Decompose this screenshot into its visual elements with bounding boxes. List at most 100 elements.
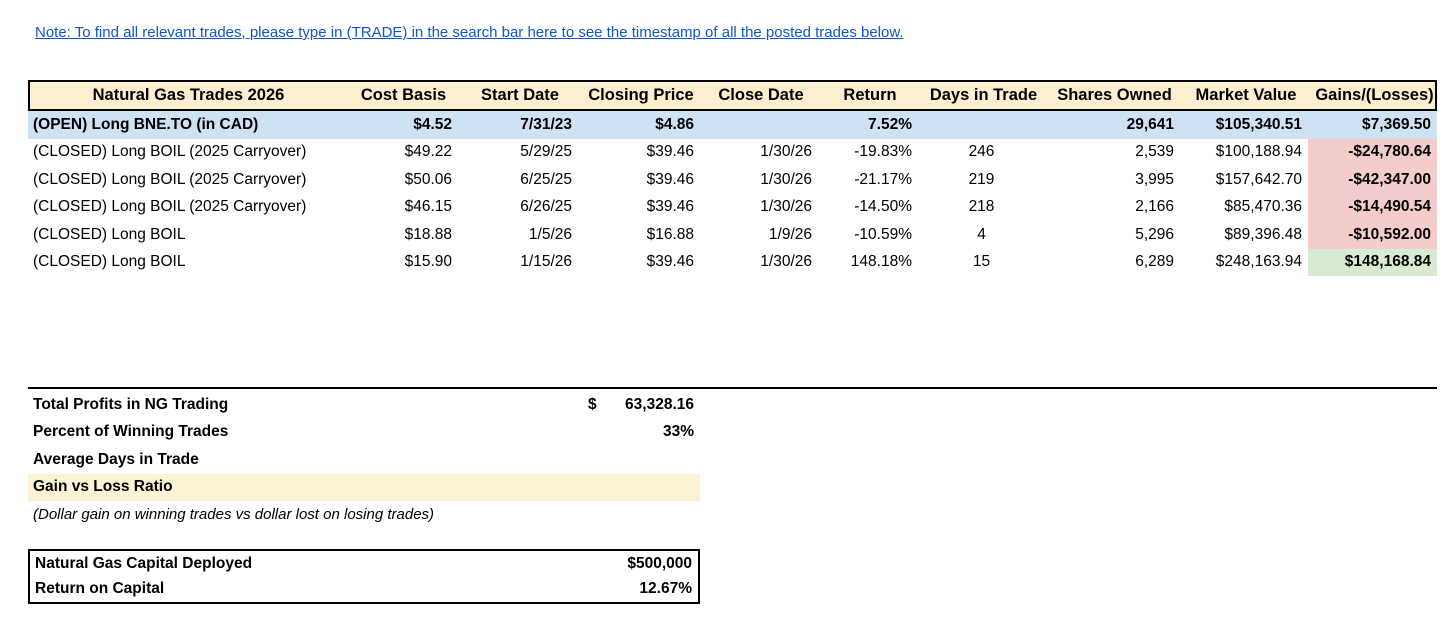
cell-closing-price: $16.88 bbox=[646, 225, 694, 243]
cell-return: -21.17% bbox=[854, 170, 912, 188]
table-row: (CLOSED) Long BOIL $15.90 1/15/26 $39.46… bbox=[28, 248, 1437, 276]
header-trade-name: Natural Gas Trades 2026 bbox=[92, 86, 285, 104]
cell-closing-price: $39.46 bbox=[646, 170, 694, 188]
cell-start-date: 6/26/25 bbox=[520, 198, 572, 216]
cell-close-date bbox=[700, 111, 818, 139]
cell-market-value: $89,396.48 bbox=[1224, 225, 1302, 243]
cell-close-date: 1/30/26 bbox=[760, 143, 812, 161]
cell-return: 7.52% bbox=[868, 115, 912, 133]
summary-footnote: (Dollar gain on winning trades vs dollar… bbox=[33, 506, 435, 524]
header-return: Return bbox=[843, 86, 897, 104]
cell-gains-losses: -$42,347.00 bbox=[1308, 166, 1437, 194]
cell-market-value: $85,470.36 bbox=[1224, 198, 1302, 216]
cell-market-value: $100,188.94 bbox=[1215, 143, 1302, 161]
cell-shares-owned: 5,296 bbox=[1135, 225, 1174, 243]
header-cost-basis: Cost Basis bbox=[360, 86, 447, 104]
capital-row-return: Return on Capital 12.67% bbox=[30, 577, 698, 603]
currency-symbol: $ bbox=[588, 395, 597, 413]
summary-row-gain-loss-ratio: Gain vs Loss Ratio bbox=[28, 473, 700, 501]
cell-return: 148.18% bbox=[850, 253, 912, 271]
cell-cost-basis: $15.90 bbox=[404, 253, 452, 271]
cell-return: -10.59% bbox=[854, 225, 912, 243]
header-days-in-trade: Days in Trade bbox=[929, 86, 1038, 104]
cell-days-in-trade: 4 bbox=[977, 225, 986, 243]
header-close-date: Close Date bbox=[718, 86, 804, 104]
header-gains-losses: Gains/(Losses) bbox=[1315, 86, 1434, 104]
cell-days-in-trade: 218 bbox=[968, 198, 995, 216]
summary-label: Gain vs Loss Ratio bbox=[33, 478, 173, 496]
capital-label: Return on Capital bbox=[35, 580, 165, 598]
cell-gains-losses: -$10,592.00 bbox=[1308, 221, 1437, 249]
cell-trade-name: (CLOSED) Long BOIL bbox=[33, 253, 186, 271]
table-row: (CLOSED) Long BOIL (2025 Carryover) $49.… bbox=[28, 138, 1437, 166]
summary-row-percent-winning: Percent of Winning Trades 33% bbox=[28, 419, 700, 447]
cell-close-date: 1/9/26 bbox=[768, 225, 812, 243]
cell-closing-price: $4.86 bbox=[655, 115, 694, 133]
header-market-value: Market Value bbox=[1195, 86, 1297, 104]
cell-trade-name: (OPEN) Long BNE.TO (in CAD) bbox=[33, 115, 259, 133]
summary-value: 33% bbox=[662, 423, 694, 441]
cell-days-in-trade: 246 bbox=[968, 143, 995, 161]
cell-gains-losses: -$24,780.64 bbox=[1308, 138, 1437, 166]
cell-start-date: 6/25/25 bbox=[520, 170, 572, 188]
cell-market-value: $105,340.51 bbox=[1215, 115, 1302, 133]
summary-row-total-profits: Total Profits in NG Trading $ 63,328.16 bbox=[28, 391, 700, 419]
cell-gains-losses: $148,168.84 bbox=[1308, 248, 1437, 276]
cell-cost-basis: $18.88 bbox=[404, 225, 452, 243]
cell-cost-basis: $49.22 bbox=[404, 143, 452, 161]
cell-days-in-trade bbox=[918, 111, 1045, 139]
capital-label: Natural Gas Capital Deployed bbox=[35, 554, 253, 572]
cell-trade-name: (CLOSED) Long BOIL bbox=[33, 225, 186, 243]
cell-cost-basis: $50.06 bbox=[404, 170, 452, 188]
summary-value: $ 63,328.16 bbox=[578, 396, 700, 414]
summary-label: Total Profits in NG Trading bbox=[33, 395, 229, 413]
cell-shares-owned: 2,539 bbox=[1135, 143, 1174, 161]
cell-start-date: 5/29/25 bbox=[520, 143, 572, 161]
cell-gains-losses: -$14,490.54 bbox=[1308, 193, 1437, 221]
capital-value: 12.67% bbox=[639, 580, 692, 598]
table-row: (OPEN) Long BNE.TO (in CAD) $4.52 7/31/2… bbox=[28, 111, 1437, 139]
cell-gains-losses: $7,369.50 bbox=[1362, 115, 1431, 133]
summary-label: Percent of Winning Trades bbox=[33, 423, 229, 441]
capital-row-deployed: Natural Gas Capital Deployed $500,000 bbox=[30, 551, 698, 577]
cell-closing-price: $39.46 bbox=[646, 143, 694, 161]
summary-row-average-days: Average Days in Trade bbox=[28, 446, 700, 474]
cell-shares-owned: 2,166 bbox=[1135, 198, 1174, 216]
cell-closing-price: $39.46 bbox=[646, 198, 694, 216]
header-shares-owned: Shares Owned bbox=[1057, 86, 1172, 104]
cell-cost-basis: $4.52 bbox=[413, 115, 452, 133]
natural-gas-trades-table: Natural Gas Trades 2026 Cost Basis Start… bbox=[28, 80, 1437, 276]
summary-label: Average Days in Trade bbox=[33, 450, 199, 468]
table-row: (CLOSED) Long BOIL (2025 Carryover) $50.… bbox=[28, 166, 1437, 194]
cell-start-date: 1/15/26 bbox=[520, 253, 572, 271]
header-start-date: Start Date bbox=[481, 86, 559, 104]
table-row: (CLOSED) Long BOIL (2025 Carryover) $46.… bbox=[28, 193, 1437, 221]
cell-close-date: 1/30/26 bbox=[760, 198, 812, 216]
cell-start-date: 1/5/26 bbox=[528, 225, 572, 243]
cell-close-date: 1/30/26 bbox=[760, 253, 812, 271]
cell-trade-name: (CLOSED) Long BOIL (2025 Carryover) bbox=[33, 143, 307, 161]
capital-deployed-box: Natural Gas Capital Deployed $500,000 Re… bbox=[28, 549, 700, 604]
cell-close-date: 1/30/26 bbox=[760, 170, 812, 188]
cell-cost-basis: $46.15 bbox=[404, 198, 452, 216]
summary-amount: 63,328.16 bbox=[625, 395, 694, 413]
cell-start-date: 7/31/23 bbox=[520, 115, 572, 133]
table-row: (CLOSED) Long BOIL $18.88 1/5/26 $16.88 … bbox=[28, 221, 1437, 249]
cell-trade-name: (CLOSED) Long BOIL (2025 Carryover) bbox=[33, 198, 307, 216]
cell-market-value: $157,642.70 bbox=[1215, 170, 1302, 188]
trading-summary-section: Total Profits in NG Trading $ 63,328.16 … bbox=[28, 387, 1437, 529]
cell-closing-price: $39.46 bbox=[646, 253, 694, 271]
header-closing-price: Closing Price bbox=[588, 86, 694, 104]
cell-shares-owned: 6,289 bbox=[1135, 253, 1174, 271]
cell-shares-owned: 29,641 bbox=[1126, 115, 1174, 133]
cell-market-value: $248,163.94 bbox=[1215, 253, 1302, 271]
cell-shares-owned: 3,995 bbox=[1135, 170, 1174, 188]
cell-days-in-trade: 15 bbox=[972, 253, 991, 271]
cell-return: -14.50% bbox=[854, 198, 912, 216]
cell-trade-name: (CLOSED) Long BOIL (2025 Carryover) bbox=[33, 170, 307, 188]
cell-days-in-trade: 219 bbox=[968, 170, 995, 188]
capital-value: $500,000 bbox=[627, 554, 692, 572]
search-trade-note-link[interactable]: Note: To find all relevant trades, pleas… bbox=[35, 24, 904, 41]
cell-return: -19.83% bbox=[854, 143, 912, 161]
table-header-row: Natural Gas Trades 2026 Cost Basis Start… bbox=[28, 80, 1437, 111]
